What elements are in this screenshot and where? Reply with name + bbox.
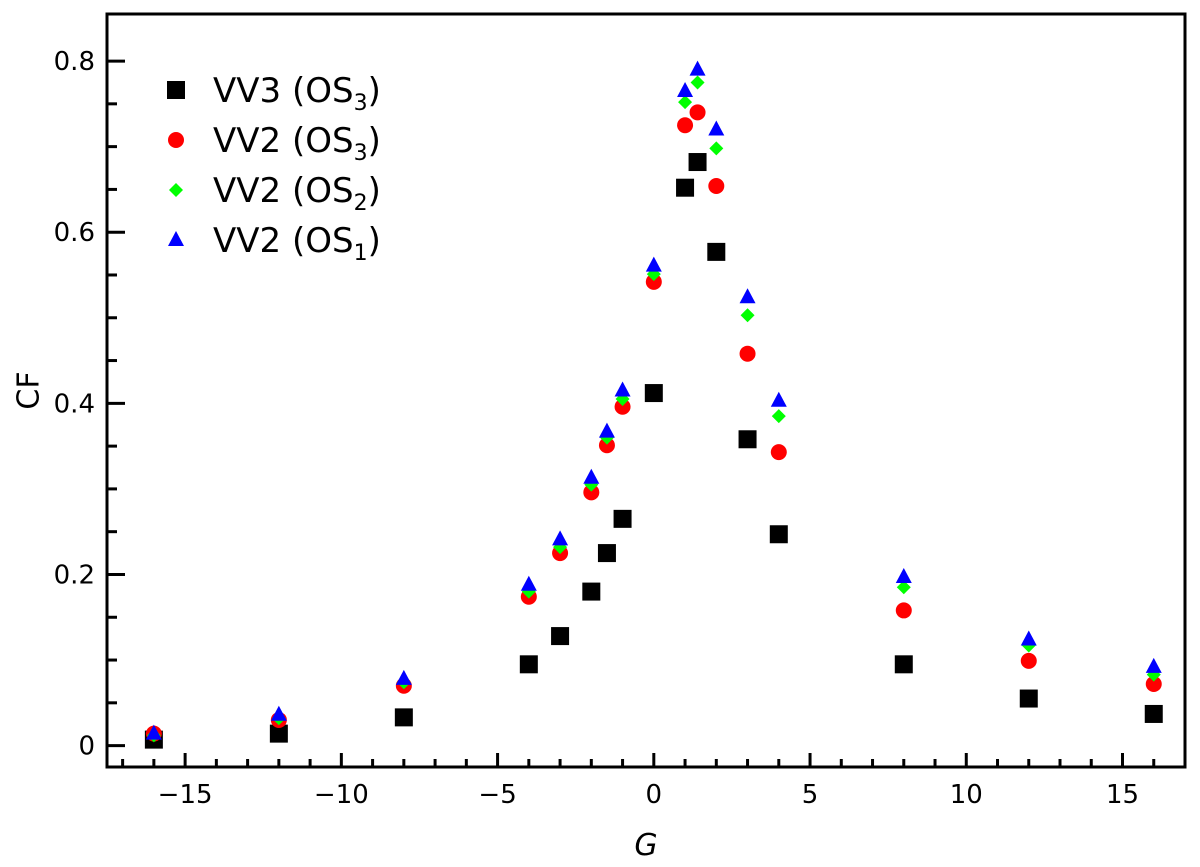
plot-frame — [105, 12, 1187, 769]
y-tick-label: 0 — [78, 732, 95, 762]
legend-marker — [169, 183, 183, 197]
point-series-0 — [394, 708, 413, 727]
series-0 — [144, 153, 1163, 749]
point-series-0 — [1019, 689, 1038, 708]
legend-marker — [168, 231, 184, 246]
point-series-1 — [645, 273, 662, 290]
x-tick-label: −15 — [158, 780, 213, 810]
point-series-0 — [676, 178, 695, 197]
x-tick-label: 0 — [646, 780, 663, 810]
point-series-2 — [709, 141, 724, 156]
point-series-3 — [145, 724, 162, 740]
point-series-0 — [269, 724, 288, 743]
point-series-3 — [395, 669, 412, 685]
point-series-3 — [583, 468, 600, 484]
point-series-1 — [895, 602, 912, 619]
point-series-1 — [1145, 675, 1162, 692]
point-series-3 — [598, 422, 615, 438]
point-series-3 — [677, 82, 694, 98]
point-series-3 — [1145, 657, 1162, 673]
x-tick-label: 5 — [802, 780, 819, 810]
point-series-0 — [644, 384, 663, 403]
point-series-0 — [582, 582, 601, 601]
legend-label: VV2 (OS2) — [213, 171, 381, 216]
point-series-0 — [894, 655, 913, 674]
x-tick-label: 10 — [950, 780, 983, 810]
y-tick-label: 0.8 — [54, 47, 95, 77]
point-series-1 — [677, 117, 694, 134]
point-series-0 — [613, 509, 632, 528]
point-series-0 — [769, 525, 788, 544]
legend-label: VV3 (OS3) — [213, 71, 381, 116]
point-series-3 — [689, 60, 706, 76]
point-series-0 — [738, 430, 757, 449]
point-series-1 — [583, 484, 600, 501]
x-tick-label: −5 — [478, 780, 516, 810]
point-series-2 — [678, 95, 693, 110]
point-series-3 — [708, 120, 725, 136]
legend-item: VV2 (OS3) — [168, 121, 381, 166]
point-series-1 — [614, 398, 631, 415]
point-series-3 — [1020, 630, 1037, 646]
legend-item: VV2 (OS1) — [168, 221, 381, 266]
point-series-1 — [708, 177, 725, 194]
point-series-1 — [1020, 652, 1037, 669]
point-series-2 — [740, 308, 755, 323]
legend-label: VV2 (OS3) — [213, 121, 381, 166]
point-series-0 — [551, 627, 570, 646]
point-series-1 — [689, 104, 706, 121]
point-series-3 — [770, 391, 787, 407]
point-series-3 — [270, 705, 287, 721]
legend-item: VV3 (OS3) — [167, 71, 381, 116]
point-series-1 — [598, 437, 615, 454]
point-series-0 — [688, 153, 707, 172]
x-axis-label: G — [634, 828, 657, 863]
legend-label: VV2 (OS1) — [213, 221, 381, 266]
y-tick-label: 0.6 — [54, 218, 95, 248]
point-series-2 — [690, 75, 705, 90]
point-series-3 — [520, 575, 537, 591]
point-series-3 — [614, 381, 631, 397]
point-series-0 — [597, 544, 616, 563]
x-tick-label: −10 — [314, 780, 369, 810]
point-series-0 — [707, 242, 726, 261]
x-axis-ticks: −15 −10 −5 0 5 10 15 — [158, 753, 1139, 810]
x-tick-label: 15 — [1106, 780, 1139, 810]
point-series-3 — [739, 288, 756, 304]
point-series-2 — [771, 409, 786, 424]
y-axis-ticks: 0 0.2 0.4 0.6 0.8 — [54, 47, 125, 762]
point-series-2 — [896, 580, 911, 595]
point-series-0 — [1144, 704, 1163, 723]
y-tick-label: 0.2 — [54, 560, 95, 590]
legend: VV3 (OS3) VV2 (OS3) VV2 (OS2) VV2 (OS1) — [167, 71, 381, 266]
point-series-3 — [645, 256, 662, 272]
data-points — [144, 60, 1163, 749]
legend-marker — [167, 81, 185, 99]
point-series-3 — [895, 568, 912, 584]
point-series-1 — [770, 444, 787, 461]
point-series-0 — [519, 655, 538, 674]
series-3 — [145, 60, 1162, 740]
legend-marker — [168, 132, 184, 148]
point-series-3 — [552, 530, 569, 546]
y-axis-label: CF — [12, 371, 47, 409]
y-tick-label: 0.4 — [54, 389, 95, 419]
point-series-1 — [739, 345, 756, 362]
legend-item: VV2 (OS2) — [169, 171, 381, 216]
